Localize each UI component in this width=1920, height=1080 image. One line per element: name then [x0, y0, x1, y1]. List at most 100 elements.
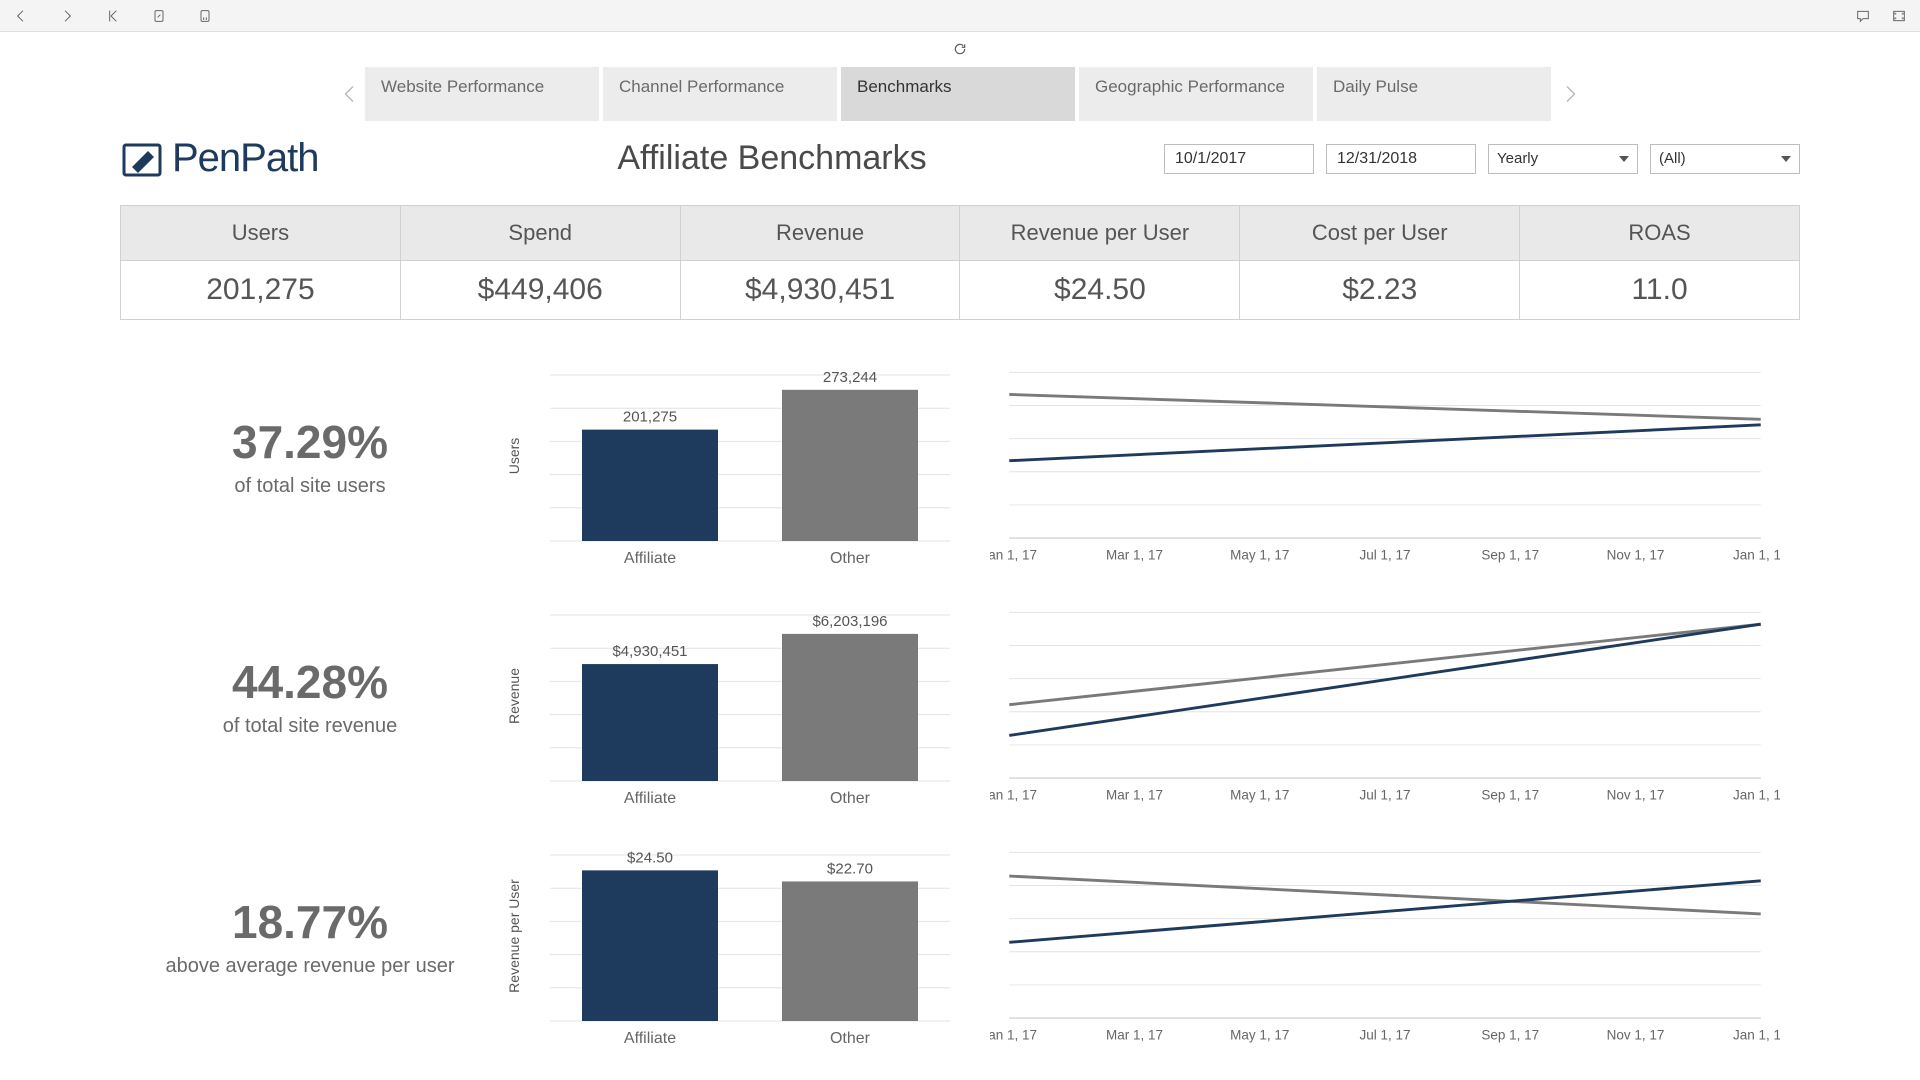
date-from-input[interactable] — [1164, 144, 1314, 174]
kpi-value: $24.50 — [960, 261, 1239, 319]
svg-text:Jul 1, 17: Jul 1, 17 — [1360, 547, 1411, 562]
line-chart: Jan 1, 17 Mar 1, 17 May 1, 17 Jul 1, 17 Sep … — [970, 336, 1800, 576]
kpi-label: Spend — [401, 206, 680, 261]
pct-value: 37.29% — [232, 415, 388, 469]
granularity-value: Yearly — [1497, 150, 1538, 167]
svg-text:Sep 1, 17: Sep 1, 17 — [1481, 547, 1539, 562]
svg-text:Jan 1, 17: Jan 1, 17 — [990, 547, 1037, 562]
toolbar — [0, 0, 1920, 32]
pct-sub: above average revenue per user — [165, 955, 454, 978]
svg-text:May 1, 17: May 1, 17 — [1230, 1027, 1289, 1042]
svg-text:Affiliate: Affiliate — [624, 790, 676, 807]
svg-text:Nov 1, 17: Nov 1, 17 — [1607, 787, 1665, 802]
segment-select[interactable]: (All) — [1650, 144, 1800, 174]
kpi-table: Users201,275Spend$449,406Revenue$4,930,4… — [120, 205, 1800, 320]
metric-row-users: 37.29% of total site users Users 201,275… — [120, 336, 1800, 576]
pct-col: 37.29% of total site users — [120, 336, 500, 576]
bar-chart: 201,275Affiliate273,244Other — [500, 336, 970, 576]
pct-col: 44.28% of total site revenue — [120, 576, 500, 816]
svg-text:Affiliate: Affiliate — [624, 1030, 676, 1047]
kpi-label: Revenue per User — [960, 206, 1239, 261]
arrow-right-icon[interactable] — [58, 7, 76, 25]
kpi-col-roas: ROAS11.0 — [1520, 206, 1799, 319]
rows-area: 37.29% of total site users Users 201,275… — [120, 336, 1800, 1056]
granularity-select[interactable]: Yearly — [1488, 144, 1638, 174]
svg-text:Other: Other — [830, 790, 871, 807]
svg-text:Mar 1, 17: Mar 1, 17 — [1106, 1027, 1163, 1042]
logo-text: PenPath — [172, 136, 318, 181]
svg-text:Other: Other — [830, 1030, 871, 1047]
axis-label: Revenue per User — [506, 866, 522, 1006]
kpi-value: $4,930,451 — [681, 261, 960, 319]
comment-icon[interactable] — [1854, 7, 1872, 25]
svg-text:Nov 1, 17: Nov 1, 17 — [1607, 547, 1665, 562]
tab-daily-pulse[interactable]: Daily Pulse — [1317, 67, 1551, 121]
svg-text:May 1, 17: May 1, 17 — [1230, 787, 1289, 802]
arrow-left-icon[interactable] — [12, 7, 30, 25]
go-first-icon[interactable] — [104, 7, 122, 25]
logo: PenPath — [120, 136, 420, 181]
chevron-down-icon — [1619, 156, 1629, 162]
pct-sub: of total site users — [234, 475, 385, 498]
page-title: Affiliate Benchmarks — [440, 139, 1144, 178]
bar-col: Revenue $4,930,451 Affiliate $6,203,196 Oth… — [500, 576, 970, 816]
pct-col: 18.77% above average revenue per user — [120, 816, 500, 1056]
segment-value: (All) — [1659, 150, 1686, 167]
kpi-col-cost-per-user: Cost per User$2.23 — [1240, 206, 1520, 319]
bar-col: Revenue per User $24.50 Affiliate $22.70 Ot… — [500, 816, 970, 1056]
kpi-label: ROAS — [1520, 206, 1799, 261]
metric-row-revenue: 44.28% of total site revenue Revenue $4,… — [120, 576, 1800, 816]
svg-text:273,244: 273,244 — [823, 369, 877, 386]
kpi-col-revenue-per-user: Revenue per User$24.50 — [960, 206, 1240, 319]
chevron-left-icon[interactable] — [335, 64, 365, 124]
kpi-value: 201,275 — [121, 261, 400, 319]
chevron-down-icon — [1781, 156, 1791, 162]
kpi-col-users: Users201,275 — [121, 206, 401, 319]
svg-text:$6,203,196: $6,203,196 — [812, 613, 887, 630]
svg-text:Jan 1, 17: Jan 1, 17 — [990, 1027, 1037, 1042]
svg-text:Mar 1, 17: Mar 1, 17 — [1106, 547, 1163, 562]
fullscreen-icon[interactable] — [1890, 7, 1908, 25]
svg-text:$4,930,451: $4,930,451 — [612, 643, 687, 660]
svg-text:Jul 1, 17: Jul 1, 17 — [1360, 787, 1411, 802]
pause-icon[interactable] — [196, 7, 214, 25]
svg-text:Jan 1, 18: Jan 1, 18 — [1733, 1027, 1780, 1042]
tabs-row: Website PerformanceChannel PerformanceBe… — [120, 64, 1800, 124]
svg-text:Sep 1, 17: Sep 1, 17 — [1481, 1027, 1539, 1042]
refresh-icon[interactable] — [953, 43, 967, 60]
axis-label: Revenue — [506, 626, 522, 766]
filters: Yearly (All) — [1164, 144, 1800, 174]
kpi-value: 11.0 — [1520, 261, 1799, 319]
svg-text:Jan 1, 17: Jan 1, 17 — [990, 787, 1037, 802]
tab-channel-performance[interactable]: Channel Performance — [603, 67, 837, 121]
svg-text:$24.50: $24.50 — [627, 849, 673, 866]
bar-col: Users 201,275Affiliate273,244Other — [500, 336, 970, 576]
kpi-value: $2.23 — [1240, 261, 1519, 319]
svg-text:Other: Other — [830, 550, 871, 567]
kpi-col-spend: Spend$449,406 — [401, 206, 681, 319]
kpi-label: Revenue — [681, 206, 960, 261]
tab-benchmarks[interactable]: Benchmarks — [841, 67, 1075, 121]
line-chart: Jan 1, 17 Mar 1, 17 May 1, 17 Jul 1, 17 Sep … — [970, 816, 1800, 1056]
kpi-col-revenue: Revenue$4,930,451 — [681, 206, 961, 319]
svg-text:Jul 1, 17: Jul 1, 17 — [1360, 1027, 1411, 1042]
tab-website-performance[interactable]: Website Performance — [365, 67, 599, 121]
svg-text:Nov 1, 17: Nov 1, 17 — [1607, 1027, 1665, 1042]
pct-sub: of total site revenue — [223, 715, 398, 738]
svg-text:May 1, 17: May 1, 17 — [1230, 547, 1289, 562]
kpi-label: Cost per User — [1240, 206, 1519, 261]
date-to-input[interactable] — [1326, 144, 1476, 174]
kpi-label: Users — [121, 206, 400, 261]
bar-chart: $4,930,451 Affiliate $6,203,196 Other — [500, 576, 970, 816]
chevron-right-icon[interactable] — [1555, 64, 1585, 124]
svg-text:201,275: 201,275 — [623, 409, 677, 426]
svg-text:Jan 1, 18: Jan 1, 18 — [1733, 787, 1780, 802]
line-chart: Jan 1, 17Mar 1, 17May 1, 17Jul 1, 17Sep … — [970, 576, 1800, 816]
axis-label: Users — [506, 386, 522, 526]
logo-mark-icon — [120, 139, 164, 179]
tab-geographic-performance[interactable]: Geographic Performance — [1079, 67, 1313, 121]
bar-chart: $24.50 Affiliate $22.70 Other — [500, 816, 970, 1056]
svg-text:$22.70: $22.70 — [827, 860, 873, 877]
svg-text:Jan 1, 18: Jan 1, 18 — [1733, 547, 1780, 562]
reset-icon[interactable] — [150, 7, 168, 25]
